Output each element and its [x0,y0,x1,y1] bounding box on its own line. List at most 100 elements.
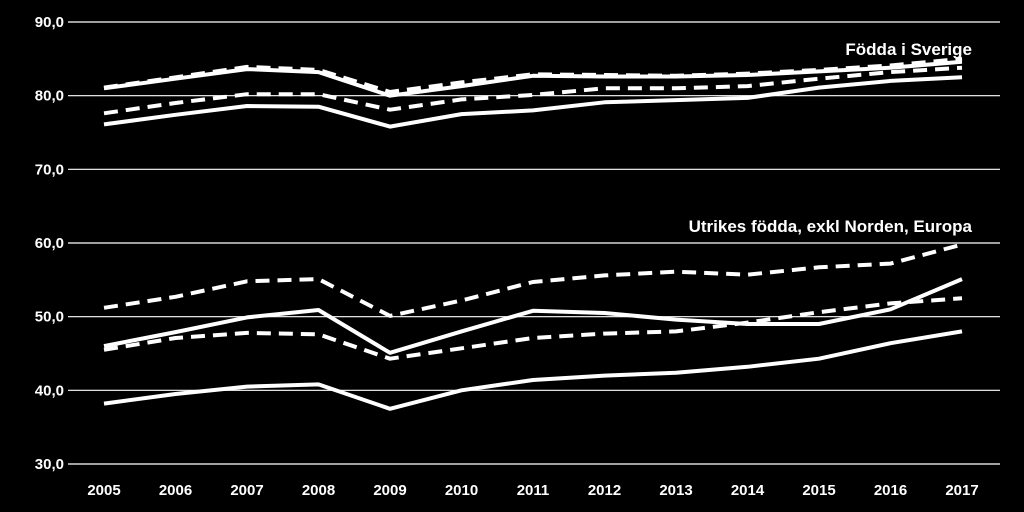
y-tick-label: 60,0 [35,235,64,252]
data-point [531,72,535,76]
data-point [674,329,678,333]
data-point [603,332,607,336]
data-point [102,402,106,406]
x-tick-label: 2009 [373,482,406,499]
data-point [674,270,678,274]
series-lines [102,56,964,411]
data-point [460,388,464,392]
data-point [388,90,392,94]
data-point [817,86,821,90]
y-axis-ticks: 30,0 40,0 50,0 60,0 70,0 80,0 90,0 [35,14,64,473]
data-point [460,80,464,84]
data-point [746,84,750,88]
data-point [460,84,464,88]
group-label: Födda i Sverige [845,40,972,59]
data-point [603,100,607,104]
data-point [102,306,106,310]
data-point [317,382,321,386]
data-point [531,93,535,97]
data-point [746,365,750,369]
x-tick-label: 2013 [659,482,692,499]
data-point [102,111,106,115]
x-tick-label: 2005 [87,482,120,499]
data-point [174,75,178,79]
data-point [317,332,321,336]
series-line [103,56,963,94]
data-point [388,125,392,129]
data-point [174,113,178,117]
data-point [674,371,678,375]
x-tick-label: 2010 [445,482,478,499]
data-point [960,75,964,79]
series-line [103,296,963,361]
x-tick-label: 2006 [159,482,192,499]
data-point [817,357,821,361]
data-point [603,311,607,315]
data-point [245,279,249,283]
data-point [460,97,464,101]
data-point [245,385,249,389]
x-tick-label: 2015 [802,482,835,499]
data-point [817,265,821,269]
group-label: Utrikes födda, exkl Norden, Europa [689,217,973,236]
data-point [889,341,893,345]
data-point [531,378,535,382]
y-tick-label: 50,0 [35,309,64,326]
series-line [103,277,963,355]
data-point [317,68,321,72]
data-point [388,94,392,98]
y-tick-label: 70,0 [35,161,64,178]
data-point [889,307,893,311]
x-tick-label: 2008 [302,482,335,499]
x-tick-label: 2012 [588,482,621,499]
data-point [960,296,964,300]
data-point [317,308,321,312]
y-tick-label: 30,0 [35,456,64,473]
y-tick-label: 40,0 [35,382,64,399]
data-point [889,63,893,67]
annotations: Födda i Sverige Utrikes födda, exkl Norde… [689,40,973,236]
data-point [817,322,821,326]
x-tick-label: 2011 [517,482,550,499]
data-point [531,336,535,340]
data-point [603,73,607,77]
data-point [317,92,321,96]
x-tick-label: 2016 [874,482,907,499]
data-point [388,357,392,361]
x-tick-label: 2007 [230,482,263,499]
x-tick-label: 2017 [945,482,978,499]
data-point [245,315,249,319]
data-point [889,262,893,266]
series-line [103,65,963,116]
x-axis-ticks: 2005 2006 2007 2008 2009 2010 2011 2012 2013 2014… [87,482,978,499]
data-point [889,70,893,74]
data-point [102,344,106,348]
data-point [674,98,678,102]
data-point [531,309,535,313]
data-point [674,74,678,78]
data-point [889,79,893,83]
data-point [317,277,321,281]
series-line [103,59,963,98]
data-point [174,295,178,299]
data-point [531,280,535,284]
data-point [603,273,607,277]
data-point [817,68,821,72]
data-point [388,108,392,112]
data-point [174,392,178,396]
data-point [460,112,464,116]
series-line [103,329,963,411]
data-point [746,273,750,277]
data-point [245,104,249,108]
data-point [102,86,106,90]
data-point [674,318,678,322]
data-point [746,96,750,100]
data-point [603,374,607,378]
data-point [460,329,464,333]
data-point [460,346,464,350]
data-point [960,242,964,246]
data-point [245,65,249,69]
data-point [889,301,893,305]
grid-lines [68,21,1000,465]
data-point [102,122,106,126]
